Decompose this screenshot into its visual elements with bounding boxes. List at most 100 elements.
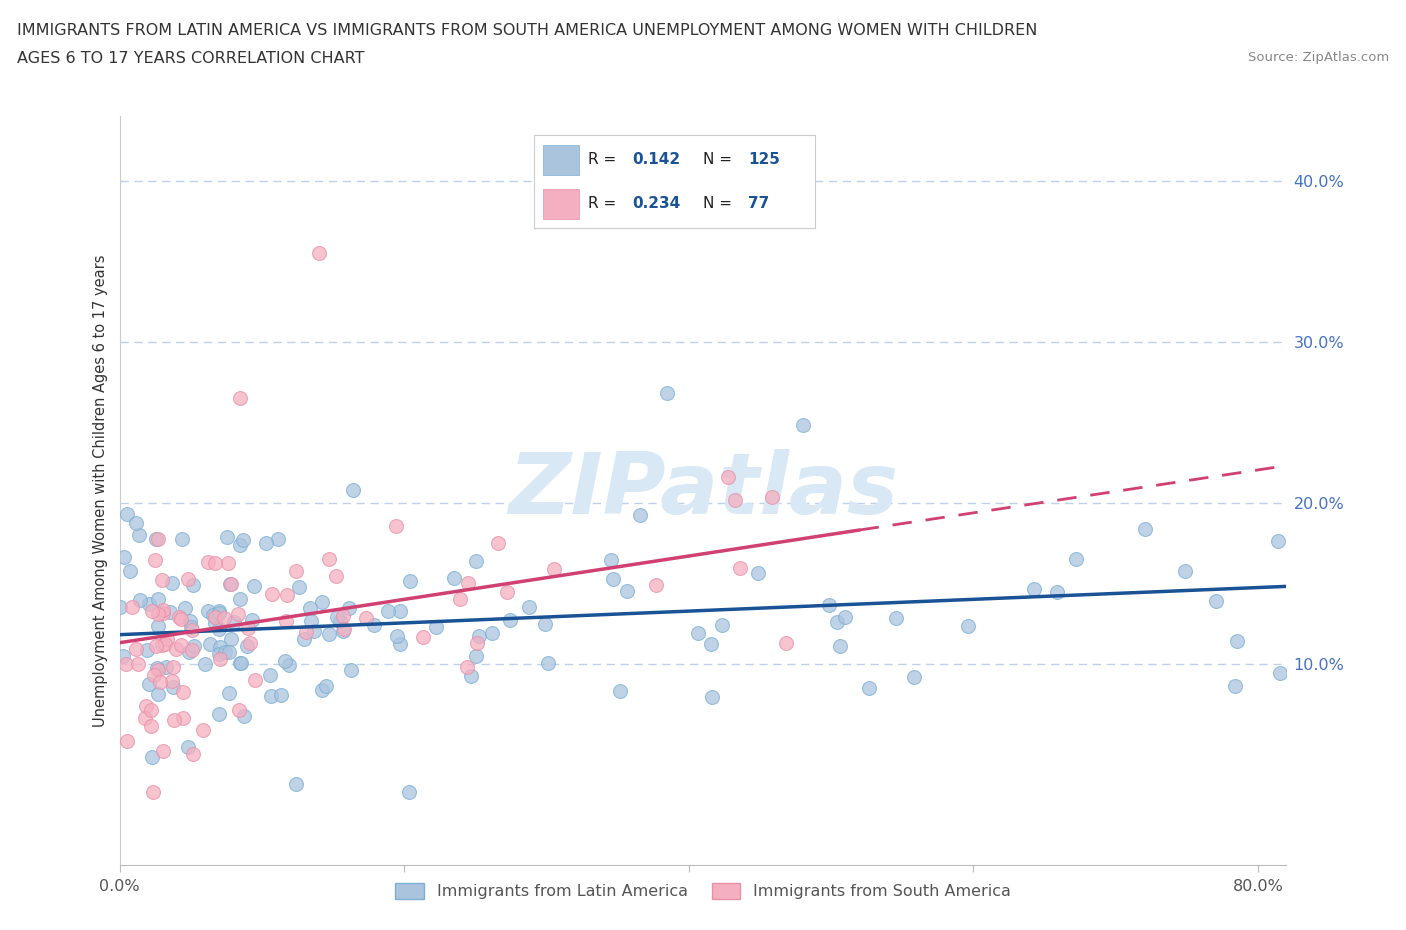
Point [134,711,156,725]
Point [156,631,179,646]
Point [1226,634,1249,649]
Point [1133,522,1156,537]
Point [155,659,177,674]
Text: AGES 6 TO 17 YEARS CORRELATION CHART: AGES 6 TO 17 YEARS CORRELATION CHART [17,51,364,66]
Point [143,668,166,683]
Point [834,609,856,624]
Point [537,656,560,671]
Point [616,584,638,599]
Point [700,689,723,704]
Point [398,573,420,588]
Text: R =: R = [588,196,621,211]
Point [628,507,651,522]
Point [956,618,979,633]
Point [172,684,194,699]
Point [146,618,169,633]
Point [318,626,340,641]
Point [232,532,254,547]
Point [208,651,231,666]
Point [214,644,236,659]
Point [259,668,281,683]
Point [152,744,174,759]
Point [174,601,197,616]
Point [142,785,165,800]
Point [228,538,250,552]
Point [114,657,136,671]
Point [162,680,184,695]
Point [830,638,852,653]
Point [183,747,205,762]
Point [177,739,200,754]
Point [389,604,412,618]
Point [284,564,307,578]
Point [1064,551,1087,566]
Point [1205,594,1227,609]
Point [333,621,356,636]
Point [267,531,290,546]
Point [127,657,149,671]
Point [884,610,907,625]
Point [329,614,352,629]
Point [236,639,259,654]
Point [204,616,226,631]
Point [270,687,292,702]
Point [197,604,219,618]
Point [761,489,783,504]
Point [226,606,249,621]
Point [177,644,200,659]
Point [229,656,252,671]
Text: 0.142: 0.142 [633,153,681,167]
Point [145,531,167,546]
Point [172,711,194,725]
Point [117,734,139,749]
Point [138,676,160,691]
Point [792,418,814,432]
Point [332,624,354,639]
Point [468,629,491,644]
Point [496,585,519,600]
Text: 0.234: 0.234 [633,196,681,211]
Point [243,578,266,593]
Point [152,602,174,617]
Point [465,636,488,651]
Point [212,610,235,625]
Point [146,686,169,701]
Point [775,635,797,650]
Point [108,599,131,614]
Text: N =: N = [703,153,737,167]
Point [155,637,177,652]
Point [292,631,315,646]
Point [363,618,385,632]
Point [146,660,169,675]
Point [219,631,242,646]
Point [308,246,330,260]
Point [209,640,232,655]
Point [232,709,254,724]
Point [240,613,263,628]
Point [204,555,226,570]
Point [239,635,262,650]
Point [534,617,557,631]
Point [747,565,769,580]
Point [149,675,172,690]
Point [385,629,408,644]
Point [219,577,242,591]
Point [425,619,447,634]
Point [599,552,621,567]
Text: ZIPatlas: ZIPatlas [508,449,898,532]
Point [858,681,880,696]
Point [342,483,364,498]
Point [128,528,150,543]
Point [273,654,295,669]
Point [112,550,135,565]
Point [295,624,318,639]
Text: 125: 125 [748,153,780,167]
Point [219,577,242,591]
Point [315,679,337,694]
Point [287,579,309,594]
Point [136,643,159,658]
Point [162,659,184,674]
Point [825,615,848,630]
Point [197,554,219,569]
Point [191,723,214,737]
